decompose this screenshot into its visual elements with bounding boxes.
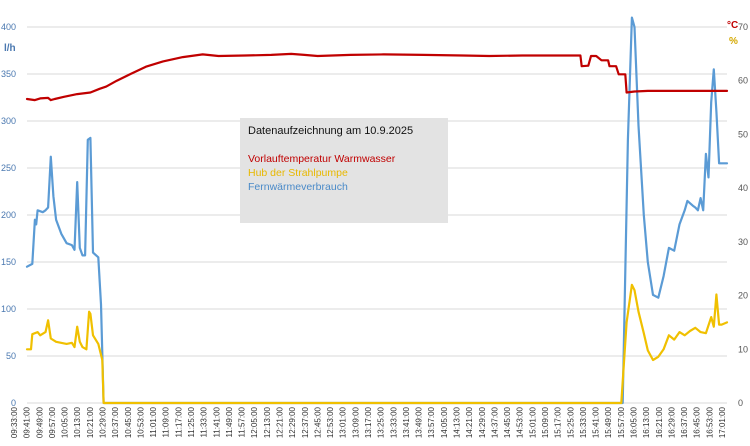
left-axis-tick-label: 100 xyxy=(1,304,16,314)
left-axis-ticks: 0 50 100 150 200 250 300 350 400 xyxy=(1,22,16,408)
left-axis-tick-label: 300 xyxy=(1,116,16,126)
x-axis-tick-label: 11:41:00 xyxy=(212,406,221,437)
x-axis-tick-label: 14:45:00 xyxy=(503,406,512,438)
right-axis-tick-label: 40 xyxy=(738,183,748,193)
x-axis-tick-label: 12:05:00 xyxy=(250,406,259,438)
x-axis-tick-label: 16:37:00 xyxy=(680,406,689,438)
x-axis-ticks: 09:33:00 09:41:00 09:49:00 09:57:00 10:05:00… xyxy=(10,406,727,438)
left-axis-tick-label: 200 xyxy=(1,210,16,220)
x-axis-tick-label: 09:41:00 xyxy=(23,406,32,438)
left-axis-tick-label: 50 xyxy=(6,351,16,361)
x-axis-tick-label: 12:37:00 xyxy=(301,406,310,438)
x-axis-tick-label: 11:25:00 xyxy=(187,406,196,437)
x-axis-tick-label: 14:37:00 xyxy=(490,406,499,438)
x-axis-tick-label: 13:57:00 xyxy=(427,406,436,438)
legend-box xyxy=(240,118,448,223)
x-axis-tick-label: 10:37:00 xyxy=(111,406,120,438)
right-axis-tick-label: 0 xyxy=(738,398,743,408)
left-axis-tick-label: 350 xyxy=(1,69,16,79)
x-axis-tick-label: 13:33:00 xyxy=(389,406,398,438)
right-axis-ticks: 0 10 20 30 40 50 60 70 xyxy=(738,22,748,408)
x-axis-tick-label: 09:33:00 xyxy=(10,406,19,438)
right-axis-tick-label: 30 xyxy=(738,237,748,247)
left-axis-unit: l/h xyxy=(4,43,16,54)
x-axis-tick-label: 11:33:00 xyxy=(200,406,209,437)
x-axis-tick-label: 12:29:00 xyxy=(288,406,297,438)
x-axis-tick-label: 11:49:00 xyxy=(225,406,234,437)
series-line-0 xyxy=(25,52,729,102)
x-axis-tick-label: 10:53:00 xyxy=(136,406,145,438)
series-line-2 xyxy=(25,16,729,405)
x-axis-tick-label: 12:21:00 xyxy=(276,406,285,438)
right-axis-unit-percent: % xyxy=(729,36,738,47)
series-line-1 xyxy=(25,283,729,405)
x-axis-tick-label: 09:57:00 xyxy=(48,406,57,438)
chart-title: Datenaufzeichnung am 10.9.2025 xyxy=(248,125,413,137)
x-axis-tick-label: 10:45:00 xyxy=(124,406,133,438)
series-lines xyxy=(25,16,729,405)
x-axis-tick-label: 11:09:00 xyxy=(162,406,171,437)
x-axis-tick-label: 14:21:00 xyxy=(465,406,474,438)
right-axis-tick-label: 20 xyxy=(738,291,748,301)
x-axis-tick-label: 15:09:00 xyxy=(541,406,550,438)
x-axis-tick-label: 12:13:00 xyxy=(263,406,272,438)
x-axis-tick-label: 16:53:00 xyxy=(705,406,714,438)
x-axis-tick-label: 10:29:00 xyxy=(99,406,108,438)
x-axis-tick-label: 15:57:00 xyxy=(617,406,626,438)
legend-entry-temperature: Vorlauftemperatur Warmwasser xyxy=(248,153,396,165)
right-axis-unit-temperature: °C xyxy=(727,20,738,31)
x-axis-tick-label: 12:45:00 xyxy=(313,406,322,438)
x-axis-tick-label: 15:41:00 xyxy=(592,406,601,438)
x-axis-tick-label: 13:01:00 xyxy=(339,406,348,438)
x-axis-tick-label: 14:53:00 xyxy=(516,406,525,438)
legend-entry-pump: Hub der Strahlpumpe xyxy=(248,167,348,179)
left-axis-tick-label: 150 xyxy=(1,257,16,267)
x-axis-tick-label: 13:17:00 xyxy=(364,406,373,438)
x-axis-tick-label: 15:01:00 xyxy=(528,406,537,438)
x-axis-tick-label: 13:25:00 xyxy=(377,406,386,438)
x-axis-tick-label: 10:21:00 xyxy=(86,406,95,438)
right-axis-tick-label: 50 xyxy=(738,129,748,139)
x-axis-tick-label: 14:13:00 xyxy=(453,406,462,438)
left-axis-tick-label: 400 xyxy=(1,22,16,32)
x-axis-tick-label: 15:49:00 xyxy=(604,406,613,438)
x-axis-tick-label: 13:09:00 xyxy=(351,406,360,438)
right-axis-tick-label: 60 xyxy=(738,76,748,86)
x-axis-tick-label: 12:53:00 xyxy=(326,406,335,438)
x-axis-tick-label: 13:49:00 xyxy=(415,406,424,438)
x-axis-tick-label: 16:13:00 xyxy=(642,406,651,438)
x-axis-tick-label: 13:41:00 xyxy=(402,406,411,438)
legend-entry-consumption: Fernwärmeverbrauch xyxy=(248,181,348,193)
x-axis-tick-label: 16:29:00 xyxy=(667,406,676,438)
right-axis-tick-label: 10 xyxy=(738,344,748,354)
left-axis-tick-label: 250 xyxy=(1,163,16,173)
x-axis-tick-label: 10:05:00 xyxy=(61,406,70,438)
x-axis-tick-label: 16:05:00 xyxy=(630,406,639,438)
right-axis-tick-label: 70 xyxy=(738,22,748,32)
x-axis-tick-label: 10:13:00 xyxy=(73,406,82,438)
left-axis-tick-label: 0 xyxy=(11,398,16,408)
x-axis-tick-label: 14:05:00 xyxy=(440,406,449,438)
x-axis-tick-label: 14:29:00 xyxy=(478,406,487,438)
x-axis-tick-label: 17:01:00 xyxy=(718,406,727,438)
x-axis-tick-label: 15:17:00 xyxy=(554,406,563,438)
x-axis-tick-label: 15:25:00 xyxy=(566,406,575,438)
x-axis-tick-label: 11:01:00 xyxy=(149,406,158,437)
x-axis-tick-label: 15:33:00 xyxy=(579,406,588,438)
x-axis-tick-label: 16:21:00 xyxy=(655,406,664,438)
x-axis-tick-label: 09:49:00 xyxy=(35,406,44,438)
x-axis-tick-label: 11:17:00 xyxy=(174,406,183,437)
x-axis-tick-label: 16:45:00 xyxy=(693,406,702,438)
x-axis-tick-label: 11:57:00 xyxy=(238,406,247,437)
